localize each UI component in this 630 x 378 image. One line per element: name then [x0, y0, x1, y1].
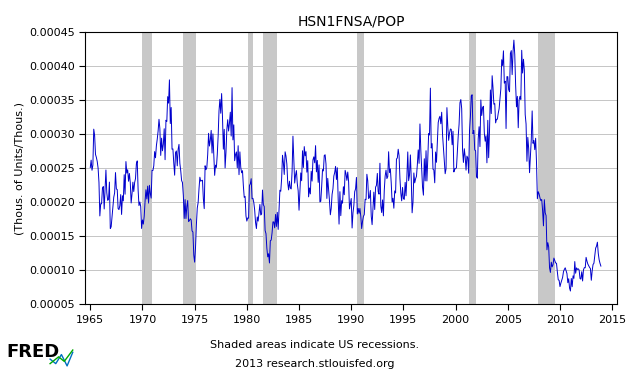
- Bar: [469, 32, 476, 304]
- Bar: [357, 32, 364, 304]
- Text: FRED: FRED: [6, 342, 60, 361]
- Bar: [248, 32, 253, 304]
- Text: Shaded areas indicate US recessions.: Shaded areas indicate US recessions.: [210, 340, 420, 350]
- Text: 2013 research.stlouisfed.org: 2013 research.stlouisfed.org: [235, 359, 395, 369]
- Bar: [263, 32, 277, 304]
- Title: HSN1FNSA/POP: HSN1FNSA/POP: [297, 14, 405, 28]
- Bar: [142, 32, 152, 304]
- Bar: [538, 32, 555, 304]
- Y-axis label: (Thous. of Units/Thous.): (Thous. of Units/Thous.): [14, 102, 25, 235]
- Bar: [183, 32, 195, 304]
